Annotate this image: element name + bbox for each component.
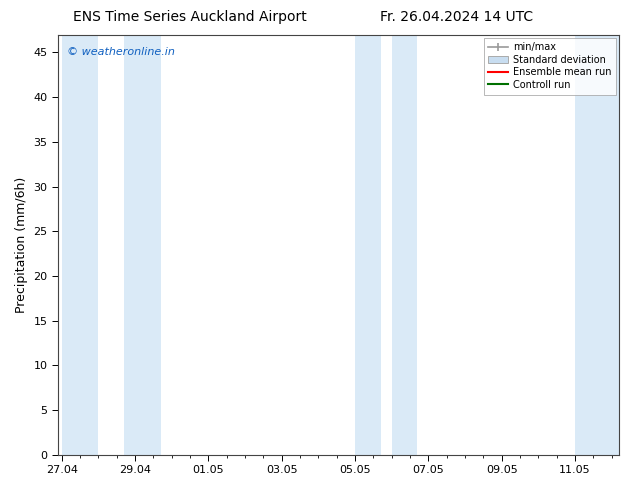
Bar bbox=[392, 35, 417, 455]
Text: Fr. 26.04.2024 14 UTC: Fr. 26.04.2024 14 UTC bbox=[380, 10, 533, 24]
Bar bbox=[124, 35, 161, 455]
Legend: min/max, Standard deviation, Ensemble mean run, Controll run: min/max, Standard deviation, Ensemble me… bbox=[484, 38, 616, 95]
Y-axis label: Precipitation (mm/6h): Precipitation (mm/6h) bbox=[15, 176, 28, 313]
Text: ENS Time Series Auckland Airport: ENS Time Series Auckland Airport bbox=[74, 10, 307, 24]
Bar bbox=[355, 35, 380, 455]
Bar bbox=[575, 35, 619, 455]
Text: © weatheronline.in: © weatheronline.in bbox=[67, 47, 174, 57]
Bar bbox=[61, 35, 98, 455]
